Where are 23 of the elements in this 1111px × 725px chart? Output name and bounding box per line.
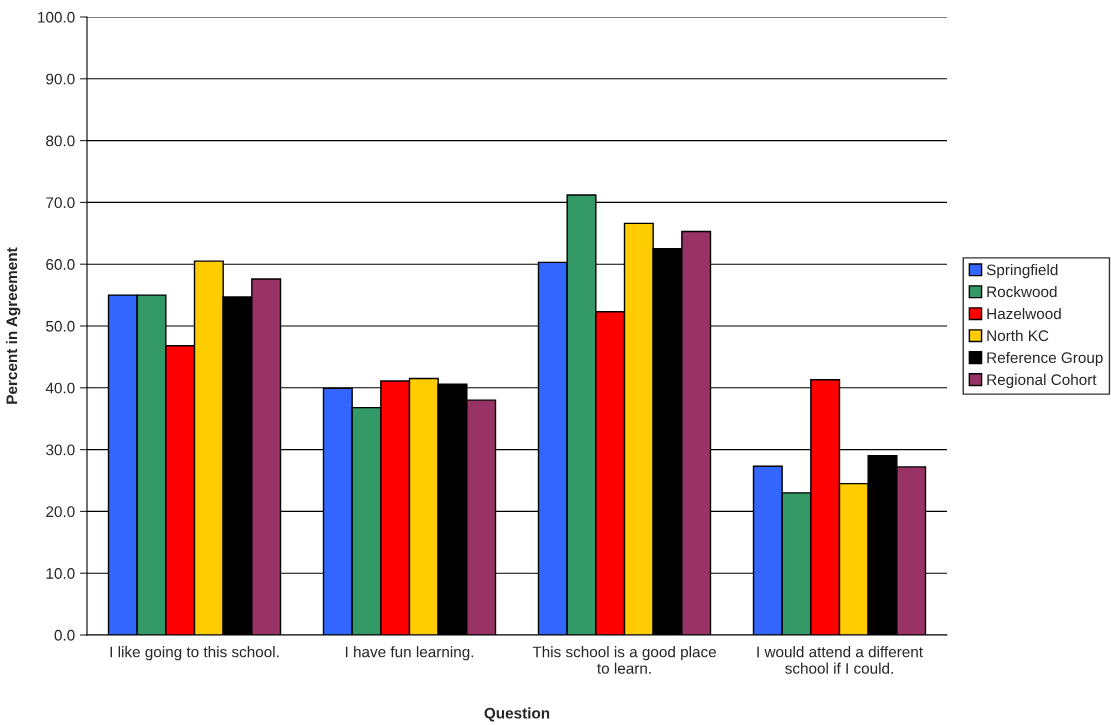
y-tick-label: 100.0	[38, 11, 75, 23]
y-tick-label: 30.0	[46, 444, 75, 456]
legend-label: North KC	[987, 329, 1049, 342]
y-tick-label: 10.0	[46, 568, 75, 579]
legend-label: Hazelwood	[987, 307, 1061, 320]
legend-label: Rockwood	[987, 285, 1057, 298]
y-tick-label: 70.0	[46, 197, 75, 209]
x-tick-label: This school is a good place to learn.	[532, 646, 716, 674]
legend-label: Springfield	[986, 264, 1058, 279]
x-tick-label: I would attend a different school if I could.	[757, 646, 923, 674]
x-tick-label: I like going to this school.	[110, 646, 279, 661]
legend-label: Regional Cohort	[987, 373, 1097, 389]
x-axis-title: Question	[484, 707, 550, 722]
y-axis-title: Percent in Agreement	[5, 247, 21, 404]
y-tick-label: 20.0	[46, 506, 75, 518]
y-tick-label: 90.0	[46, 73, 75, 85]
y-tick-label: 40.0	[45, 382, 75, 394]
y-tick-label: 50.0	[46, 320, 75, 332]
y-tick-label: 80.0	[46, 135, 75, 147]
y-tick-label: 60.0	[46, 259, 75, 270]
y-tick-label: 0.0	[54, 629, 75, 641]
x-tick-label: I have fun learning.	[345, 646, 474, 661]
legend-label: Reference Group	[987, 351, 1103, 367]
